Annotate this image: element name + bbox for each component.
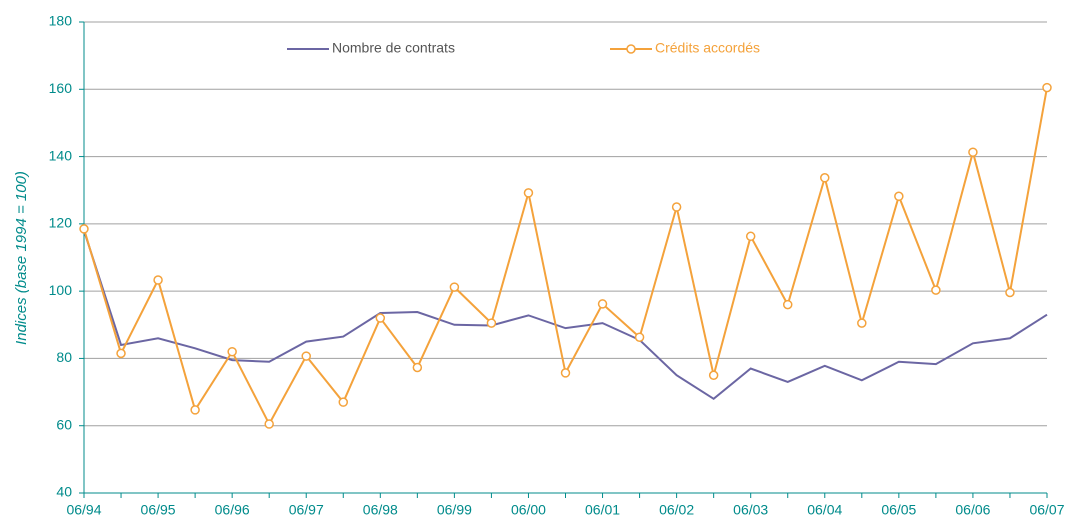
point-marker <box>264 419 274 429</box>
point-marker <box>190 405 200 415</box>
point-marker <box>486 318 497 328</box>
y-tick-label: 180 <box>49 13 73 29</box>
y-tick-label: 100 <box>49 282 73 298</box>
point-marker <box>708 370 719 380</box>
x-tick-label: 06/95 <box>141 502 176 518</box>
point-marker <box>79 224 89 234</box>
point-marker <box>634 332 645 342</box>
point-marker <box>968 147 978 157</box>
point-marker <box>931 285 941 295</box>
point-marker <box>338 397 349 407</box>
x-tick-label: 06/05 <box>881 502 916 518</box>
y-tick-label: 160 <box>49 80 73 96</box>
legend-label: Crédits accordés <box>655 40 760 56</box>
x-tick-label: 06/99 <box>437 502 472 518</box>
point-marker <box>745 231 756 242</box>
point-marker <box>560 368 571 378</box>
point-marker <box>116 348 126 359</box>
point-marker <box>857 318 867 328</box>
legend-marker <box>626 44 636 54</box>
x-tick-label: 06/98 <box>363 502 398 518</box>
point-marker <box>375 313 386 323</box>
x-tick-label: 06/07 <box>1029 502 1064 518</box>
point-marker <box>449 282 460 292</box>
y-axis-label: Indices (base 1994 = 100) <box>13 171 30 345</box>
x-tick-label: 06/00 <box>511 502 546 518</box>
point-marker <box>301 351 311 361</box>
legend-label: Nombre de contrats <box>332 40 455 56</box>
point-marker <box>1042 82 1052 93</box>
x-tick-label: 06/96 <box>215 502 250 518</box>
x-tick-label: 06/97 <box>289 502 324 518</box>
x-tick-label: 06/04 <box>807 502 842 518</box>
y-tick-label: 120 <box>49 215 73 231</box>
point-marker <box>820 173 830 183</box>
point-marker <box>894 191 904 202</box>
point-marker <box>227 346 237 357</box>
point-marker <box>153 275 163 285</box>
x-tick-label: 06/06 <box>955 502 990 518</box>
x-tick-label: 06/94 <box>66 502 101 518</box>
point-marker <box>671 202 682 212</box>
point-marker <box>523 188 534 198</box>
x-tick-label: 06/03 <box>733 502 768 518</box>
point-marker <box>597 299 608 309</box>
point-marker <box>412 362 423 373</box>
y-tick-label: 40 <box>56 484 72 500</box>
y-tick-label: 80 <box>56 349 72 365</box>
x-tick-label: 06/02 <box>659 502 694 518</box>
series-line <box>83 230 1048 401</box>
point-marker <box>782 299 793 310</box>
point-marker <box>1005 287 1015 298</box>
y-tick-label: 60 <box>56 416 72 432</box>
y-tick-label: 140 <box>49 147 73 163</box>
x-tick-label: 06/01 <box>585 502 620 518</box>
